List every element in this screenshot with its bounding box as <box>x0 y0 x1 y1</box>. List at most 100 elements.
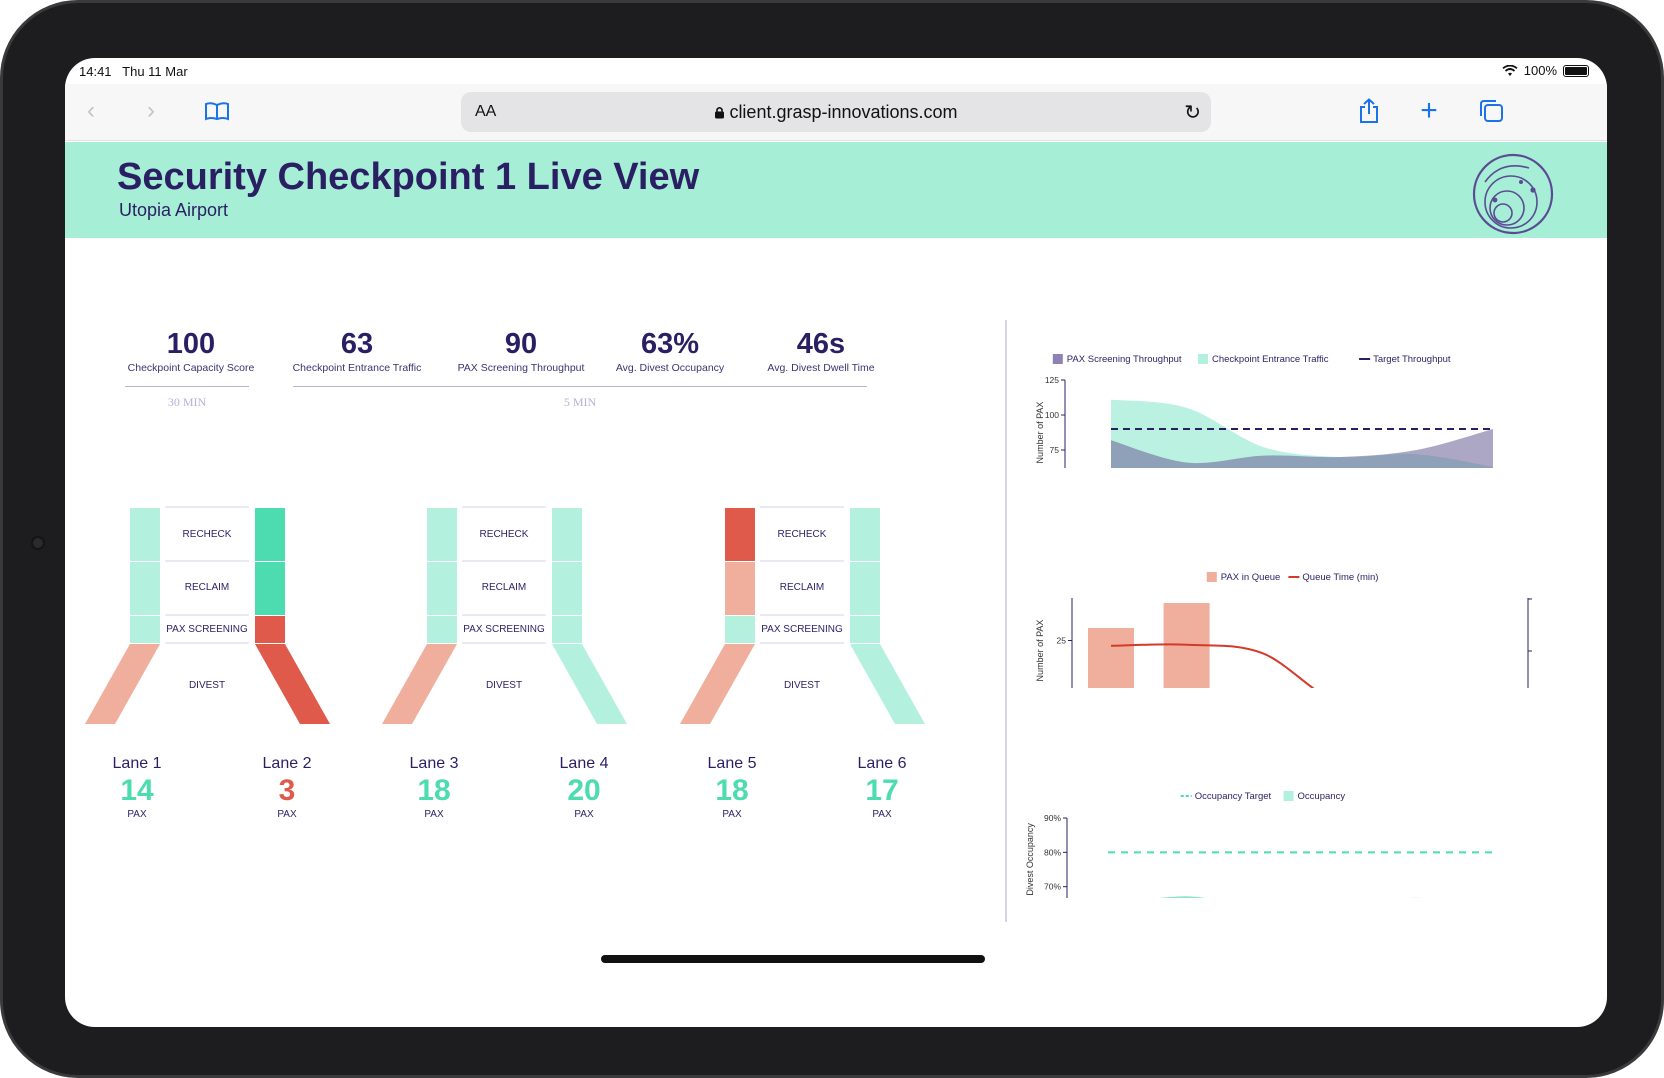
tabs-icon[interactable] <box>1473 94 1509 128</box>
legend-label: PAX in Queue <box>1221 572 1281 583</box>
new-tab-icon[interactable]: + <box>1420 94 1438 127</box>
lane-screening-cell <box>130 616 160 643</box>
lane-name: Lane 3 <box>409 755 459 772</box>
lane-name: Lane 4 <box>559 755 609 772</box>
lane-screening-cell <box>850 616 880 643</box>
url-value: client.grasp-innovations.com <box>729 102 958 122</box>
kpi-label: Avg. Divest Dwell Time <box>767 362 875 374</box>
kpi-divest-dwell-time: 46s Avg. Divest Dwell Time <box>751 328 891 374</box>
series-queue-time-line <box>1110 643 1315 688</box>
y-tick-label: 25 <box>1057 636 1067 646</box>
wifi-icon <box>1502 64 1518 76</box>
kpi-value: 63% <box>640 328 700 360</box>
kpi-label: Checkpoint Capacity Score <box>127 362 255 374</box>
reload-icon[interactable]: ↻ <box>1184 102 1201 124</box>
stage-screening-label: PAX SCREENING <box>166 624 248 635</box>
lane-reclaim-cell <box>255 562 285 615</box>
lane-pax-count: 18 <box>715 774 749 807</box>
stage-screening-label: PAX SCREENING <box>761 624 843 635</box>
address-bar[interactable]: AA client.grasp-innovations.com ↻ <box>461 92 1211 132</box>
lane-pax-unit: PAX <box>127 809 147 820</box>
lane-name: Lane 2 <box>262 755 312 772</box>
url-text[interactable]: client.grasp-innovations.com <box>461 102 1211 123</box>
y-tick-label: 100 <box>1045 410 1059 420</box>
stage-divest-label: DIVEST <box>485 680 523 691</box>
lane-recheck-cell <box>850 508 880 561</box>
y-tick-label: 90% <box>1044 813 1061 823</box>
section-divider <box>1005 320 1007 922</box>
browser-toolbar: ‹ › AA client.grasp-innovations.com ↻ + <box>65 84 1607 141</box>
lane-recheck-cell <box>255 508 285 561</box>
forward-icon[interactable]: › <box>147 97 155 124</box>
kpi-value: 63 <box>340 328 374 360</box>
kpi-value: 46s <box>796 328 846 360</box>
lane-reclaim-cell <box>427 562 457 615</box>
stage-recheck-label: RECHECK <box>479 529 529 540</box>
lane-divest-ramp <box>382 644 457 724</box>
lane-reclaim-cell <box>552 562 582 615</box>
lane-divest-ramp <box>85 644 160 724</box>
status-time: 14:41 Thu 11 Mar <box>79 64 188 79</box>
lane-pax-unit: PAX <box>872 809 892 820</box>
kpi-capacity-score: 100 Checkpoint Capacity Score <box>121 328 261 374</box>
stage-divest-label: DIVEST <box>188 680 226 691</box>
legend-swatch <box>1206 572 1217 582</box>
lane-recheck-cell <box>552 508 582 561</box>
throughput-chart: PAX Screening Throughput Checkpoint Entra… <box>1035 354 1493 468</box>
lane-name: Lane 1 <box>112 755 162 772</box>
series-entrance-traffic-area <box>1111 399 1493 468</box>
y-tick-label: 70% <box>1044 882 1061 892</box>
stage-reclaim-label: RECLAIM <box>184 582 230 593</box>
lane-reclaim-cell <box>850 562 880 615</box>
lane-reclaim-cell <box>725 562 755 615</box>
tablet-screen: 14:41 Thu 11 Mar 100% ‹ › AA <box>65 58 1607 1027</box>
legend-label: Occupancy <box>1298 791 1346 802</box>
series-throughput-area <box>1111 429 1493 468</box>
legend-label: Checkpoint Entrance Traffic <box>1212 354 1329 365</box>
lock-icon <box>715 106 725 119</box>
lane-pax-count: 3 <box>278 774 296 807</box>
lane-pax-unit: PAX <box>722 809 742 820</box>
lane-divest-ramp <box>680 644 755 724</box>
legend-label: Occupancy Target <box>1195 791 1272 802</box>
status-bar: 14:41 Thu 11 Mar 100% <box>65 58 1607 84</box>
legend-label: PAX Screening Throughput <box>1067 354 1182 365</box>
lane-pax-count: 17 <box>865 774 899 807</box>
stage-reclaim-label: RECLAIM <box>481 582 527 593</box>
app-header: Security Checkpoint 1 Live View Utopia A… <box>65 142 1607 238</box>
y-tick-label: 125 <box>1045 375 1059 385</box>
legend-swatch <box>1198 354 1208 364</box>
lane-name: Lane 6 <box>857 755 907 772</box>
lane-reclaim-cell <box>130 562 160 615</box>
home-indicator[interactable] <box>601 955 985 963</box>
y-axis-title: Number of PAX <box>1035 402 1045 464</box>
back-icon[interactable]: ‹ <box>87 97 95 124</box>
kpi-divest-occupancy: 63% Avg. Divest Occupancy <box>605 328 735 374</box>
lane-pax-count: 14 <box>120 774 154 807</box>
kpi-label: PAX Screening Throughput <box>457 362 585 374</box>
y-tick-label: 75 <box>1050 445 1060 455</box>
share-icon[interactable] <box>1351 94 1387 128</box>
bookmarks-icon[interactable] <box>199 94 235 128</box>
lane-recheck-cell <box>427 508 457 561</box>
stage-recheck-label: RECHECK <box>777 529 827 540</box>
period-right: 5 MIN <box>563 395 597 409</box>
lane-divest-ramp <box>850 644 925 724</box>
lane-pax-count: 20 <box>567 774 601 807</box>
clock-time: 14:41 <box>79 64 112 79</box>
legend-label: Queue Time (min) <box>1302 572 1378 583</box>
stage-divest-label: DIVEST <box>783 680 821 691</box>
lane-recheck-cell <box>130 508 160 561</box>
reader-aa-button[interactable]: AA <box>475 103 497 120</box>
lane-divest-ramp <box>552 644 627 724</box>
kpi-label: Avg. Divest Occupancy <box>615 362 725 374</box>
lane-screening-cell <box>725 616 755 643</box>
bar-pax-in-queue <box>1088 628 1134 688</box>
stage-reclaim-label: RECLAIM <box>779 582 825 593</box>
stage-screening-label: PAX SCREENING <box>463 624 545 635</box>
company-logo-icon <box>1472 153 1554 235</box>
occupancy-chart: Occupancy TargetOccupancy60%70%80%90%14:… <box>1025 791 1497 898</box>
legend-swatch <box>1283 791 1294 801</box>
series-occupancy-area <box>1160 896 1421 898</box>
